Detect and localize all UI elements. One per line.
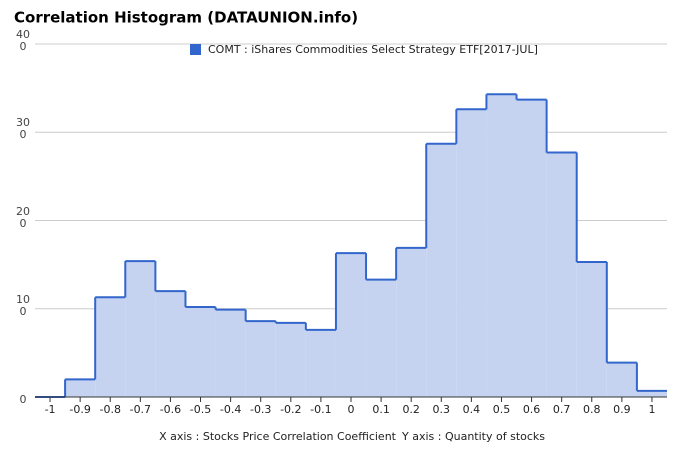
x-tick-label: 0.6 [523, 403, 541, 416]
legend-swatch [190, 44, 201, 55]
y-tick-label: 100 [16, 292, 30, 318]
x-tick-label: 0.1 [372, 403, 390, 416]
y-tick-label: 200 [16, 204, 30, 230]
x-tick-label: -0.3 [250, 403, 271, 416]
x-tick-label: -0.4 [220, 403, 241, 416]
bar [606, 362, 637, 397]
x-tick-label: 0.3 [433, 403, 451, 416]
bar [95, 297, 126, 397]
x-tick-label: -1 [45, 403, 56, 416]
bar [486, 94, 517, 398]
bar [426, 143, 457, 397]
x-tick-label: 0 [348, 403, 355, 416]
bar [576, 261, 607, 397]
x-tick-label: 0.5 [493, 403, 511, 416]
x-tick-label: 0.7 [553, 403, 571, 416]
bar [636, 390, 667, 397]
x-tick-label: -0.8 [100, 403, 121, 416]
bar [516, 99, 547, 397]
bar [245, 321, 276, 397]
bar [546, 152, 577, 397]
bar [185, 306, 216, 397]
x-tick-label: -0.5 [190, 403, 211, 416]
bar [275, 322, 306, 397]
x-tick-label: -0.9 [69, 403, 90, 416]
x-axis-label: X axis : Stocks Price Correlation Coeffi… [159, 430, 397, 443]
y-tick-label: 400 [16, 28, 30, 53]
y-tick-label: 0 [19, 393, 27, 406]
y-tick-label: 300 [16, 116, 30, 142]
x-tick-label: -0.1 [310, 403, 331, 416]
x-tick-label: 0.9 [613, 403, 631, 416]
bar [305, 329, 336, 397]
y-axis-label: Y axis : Quantity of stocks [401, 430, 545, 443]
bar [125, 261, 156, 397]
legend-label: COMT : iShares Commodities Select Strate… [208, 43, 538, 56]
bar [396, 247, 427, 397]
bar [366, 279, 397, 397]
bar [155, 291, 186, 397]
bar [215, 309, 246, 397]
bar [335, 253, 367, 397]
x-tick-label: 0.4 [463, 403, 481, 416]
x-tick-label: 0.8 [583, 403, 601, 416]
x-tick-label: -0.2 [280, 403, 301, 416]
x-tick-label: -0.6 [160, 403, 181, 416]
x-tick-label: -0.7 [130, 403, 151, 416]
bar [456, 109, 487, 398]
x-tick-label: 0.2 [402, 403, 420, 416]
bar [65, 379, 96, 397]
chart-title: Correlation Histogram (DATAUNION.info) [14, 9, 358, 27]
x-tick-label: 1 [648, 403, 655, 416]
